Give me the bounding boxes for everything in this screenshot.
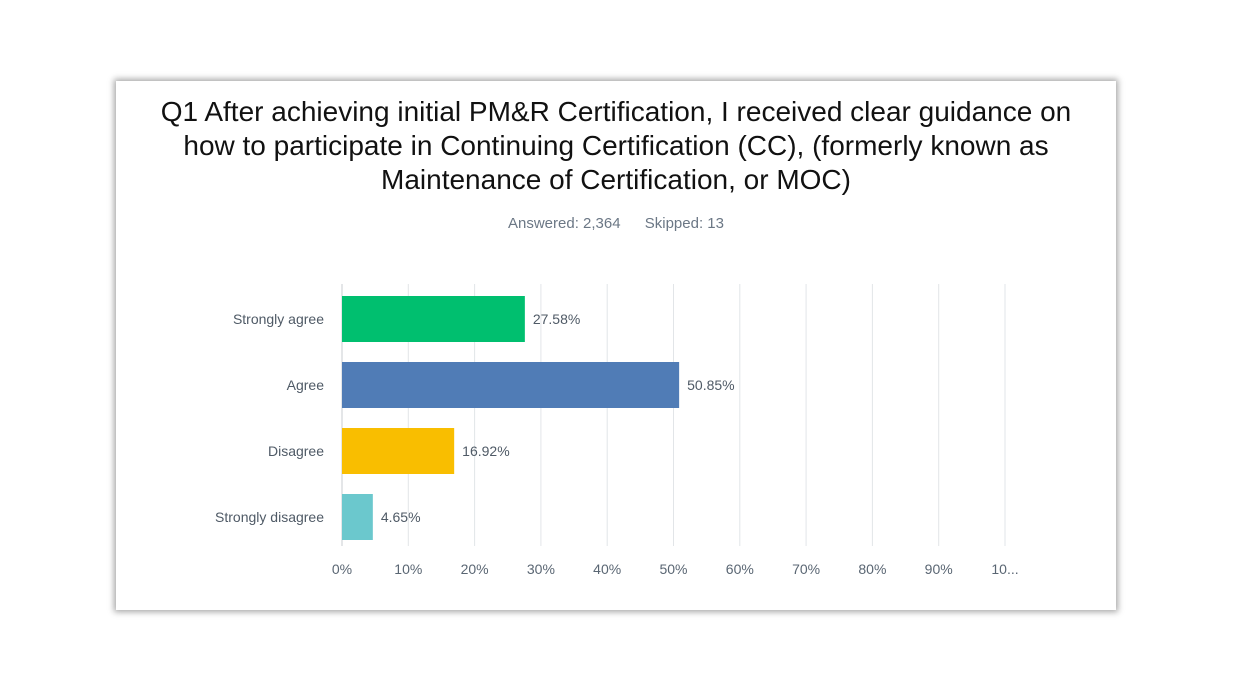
x-tick-label: 30%: [527, 561, 555, 577]
category-label: Disagree: [268, 443, 324, 459]
x-tick-label: 80%: [858, 561, 886, 577]
bar: [342, 428, 455, 474]
bar: [342, 362, 680, 408]
value-label: 4.65%: [381, 509, 421, 525]
bar: [342, 296, 525, 342]
category-label: Strongly agree: [233, 311, 324, 327]
x-tick-label: 70%: [792, 561, 820, 577]
x-tick-label: 50%: [659, 561, 687, 577]
value-label: 50.85%: [687, 377, 734, 393]
value-label: 16.92%: [462, 443, 509, 459]
response-stats: Answered: 2,364 Skipped: 13: [116, 215, 1116, 232]
bar: [342, 494, 373, 540]
answered-count: Answered: 2,364: [508, 215, 621, 232]
question-title: Q1 After achieving initial PM&R Certific…: [160, 96, 1072, 195]
category-label: Agree: [287, 377, 325, 393]
bar-chart: 0% 10% 20% 30% 40% 50% 60% 70% 80% 90% 10... Strong…: [215, 284, 1019, 577]
x-tick-label: 10...: [991, 561, 1018, 577]
value-label: 27.58%: [533, 311, 580, 327]
x-tick-label: 90%: [925, 561, 953, 577]
x-tick-label: 40%: [593, 561, 621, 577]
x-tick-label: 10%: [394, 561, 422, 577]
category-label: Strongly disagree: [215, 509, 324, 525]
skipped-count: Skipped: 13: [644, 215, 724, 232]
x-tick-label: 20%: [461, 561, 489, 577]
x-tick-label: 60%: [726, 561, 754, 577]
chart-card: Q1 After achieving initial PM&R Certific…: [116, 81, 1116, 610]
x-tick-label: 0%: [332, 561, 352, 577]
